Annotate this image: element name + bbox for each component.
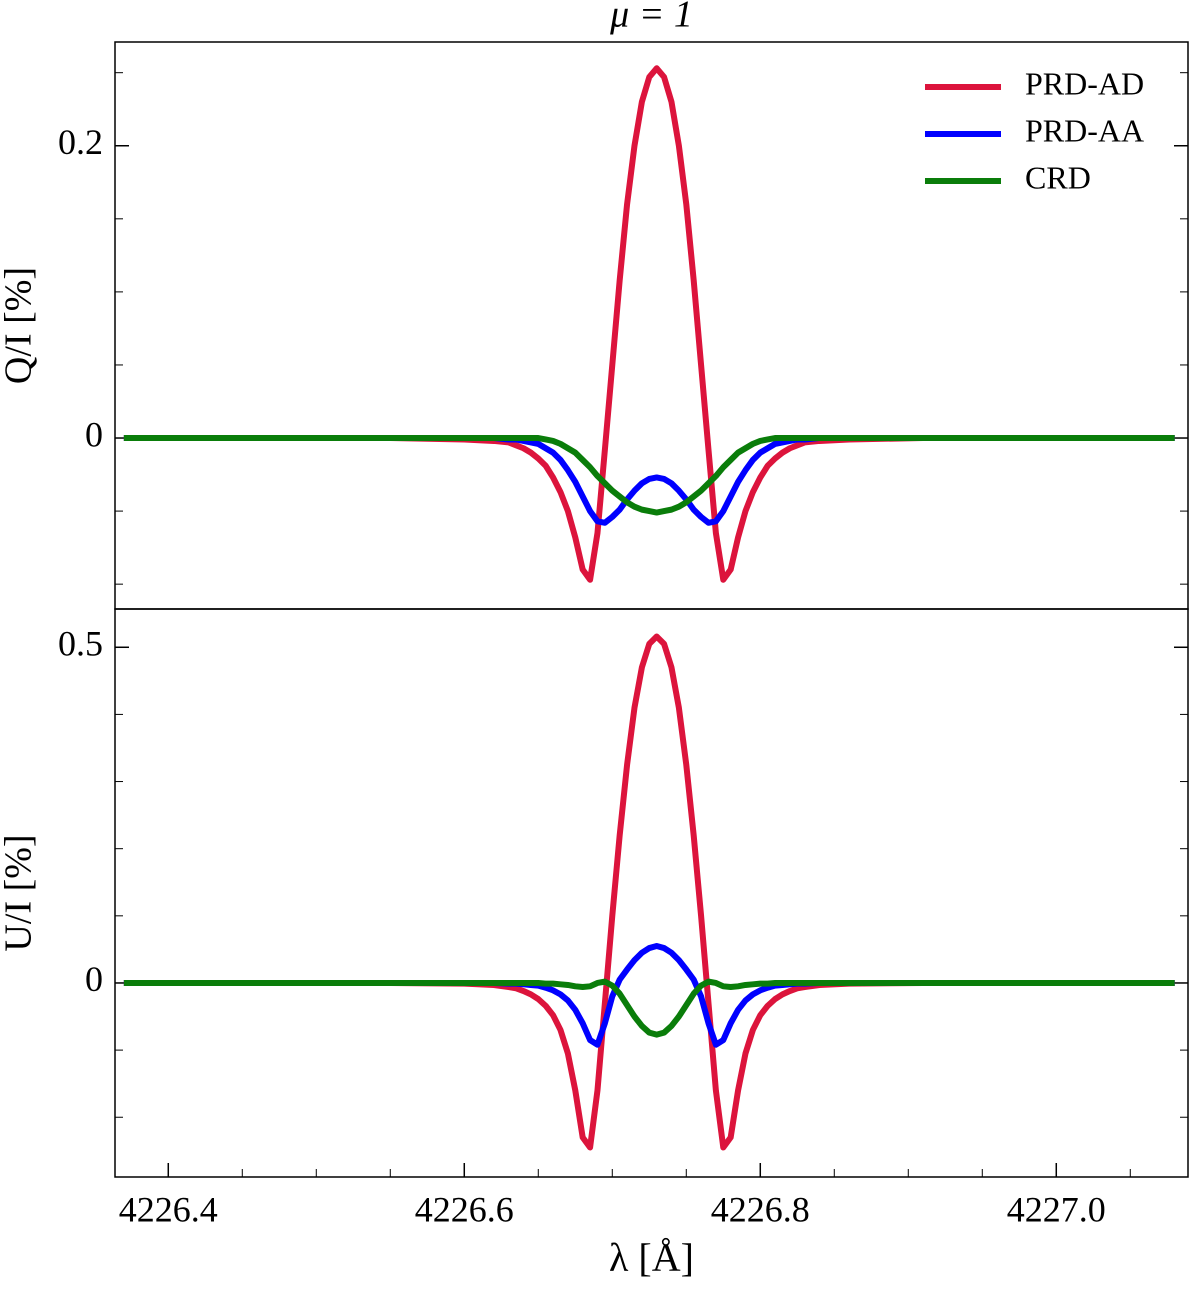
x-tick-label: 4226.6 [415, 1189, 514, 1229]
y-tick-label: 0.5 [58, 624, 103, 664]
legend-label: CRD [1025, 159, 1091, 195]
x-tick-label: 4226.8 [711, 1189, 810, 1229]
x-tick-label: 4227.0 [1007, 1189, 1106, 1229]
legend-label: PRD-AA [1025, 112, 1144, 148]
x-tick-label: 4226.4 [119, 1189, 218, 1229]
chart-title: μ = 1 [609, 0, 693, 36]
plot-frame [114, 608, 1189, 1178]
line-series [123, 65, 1175, 583]
x-axis-label: λ [Å] [609, 1235, 694, 1280]
line-series [123, 435, 1175, 526]
line-series [123, 435, 1175, 516]
line-series [123, 633, 1175, 1151]
y-tick-label: 0 [85, 959, 103, 999]
line-series [123, 978, 1175, 1038]
y-tick-label: 0.2 [58, 122, 103, 162]
y-axis-label: U/I [%] [0, 834, 40, 951]
y-axis-label: Q/I [%] [0, 267, 40, 384]
y-tick-label: 0 [85, 414, 103, 454]
legend-label: PRD-AD [1025, 65, 1144, 101]
